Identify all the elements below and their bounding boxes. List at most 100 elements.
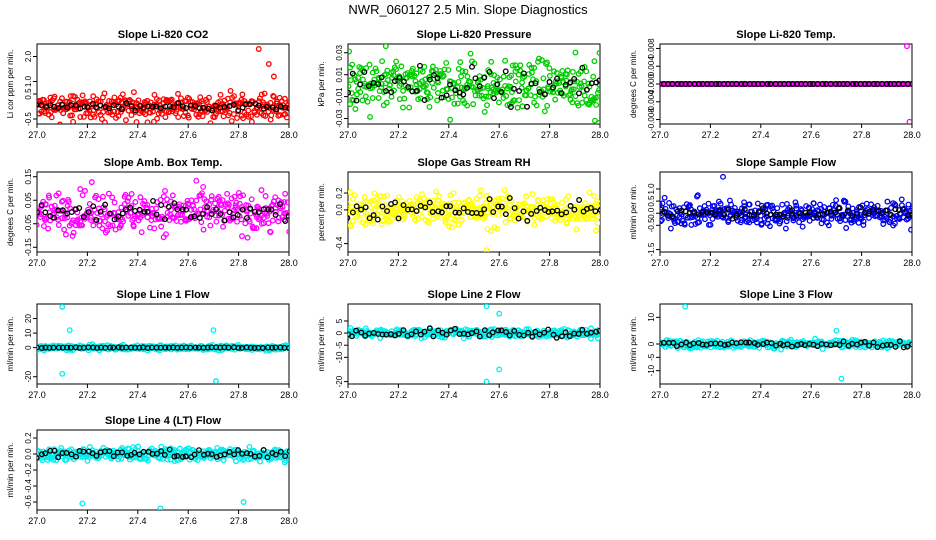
data-point-all: [483, 192, 490, 199]
data-point-all: [82, 187, 88, 194]
data-point-all: [488, 58, 495, 65]
data-point-mean: [400, 327, 407, 334]
data-point-mean: [358, 206, 364, 213]
data-point-all: [548, 215, 555, 221]
data-point-all: [401, 95, 408, 102]
data-point-mean: [417, 331, 424, 338]
data-point-mean: [870, 81, 877, 87]
y-tick-label: 0.5: [24, 88, 33, 100]
data-point-mean: [840, 81, 847, 87]
x-tick-label: 27.2: [702, 390, 720, 400]
data-point-all: [379, 58, 386, 65]
data-point-mean: [111, 216, 118, 223]
data-point-mean: [884, 341, 890, 348]
data-point-mean: [123, 100, 130, 107]
data-point-mean: [904, 343, 911, 350]
y-tick-label: -0.15: [24, 238, 33, 257]
data-point-all: [237, 193, 244, 200]
data-point-mean: [200, 104, 207, 111]
data-point-all: [434, 213, 441, 220]
data-point-mean: [375, 81, 382, 87]
data-point-mean: [579, 64, 586, 71]
data-point-mean: [669, 81, 676, 87]
x-tick-label: 27.4: [440, 130, 458, 140]
data-point-outlier: [212, 378, 219, 384]
data-point-mean: [515, 215, 522, 222]
data-point-all: [470, 101, 477, 108]
data-point-all: [246, 443, 253, 450]
data-point-outlier: [210, 327, 217, 334]
data-point-mean: [348, 215, 351, 221]
data-point-mean: [110, 453, 117, 460]
data-point-mean: [349, 70, 356, 77]
x-tick-label: 27.6: [802, 258, 820, 268]
data-point-all: [570, 86, 577, 93]
data-point-mean: [269, 344, 275, 351]
x-tick-label: 27.6: [802, 390, 820, 400]
data-point-all: [707, 221, 714, 228]
data-point-all: [596, 204, 600, 211]
data-point-mean: [751, 212, 758, 218]
y-axis-label: kPa per min.: [317, 62, 326, 107]
data-point-mean: [90, 203, 97, 210]
data-point-mean: [231, 451, 238, 458]
data-point-all: [225, 201, 232, 208]
data-point-all: [728, 201, 734, 208]
y-tick-label: -0.5: [647, 218, 656, 232]
data-point-mean: [456, 209, 463, 216]
data-point-all: [221, 207, 228, 214]
data-point-mean: [836, 342, 843, 349]
data-point-mean: [136, 206, 143, 213]
data-point-mean: [170, 104, 177, 111]
data-point-all: [575, 102, 582, 109]
data-point-all: [434, 97, 441, 104]
y-axis-label: degrees C per min.: [6, 178, 15, 246]
data-point-mean: [721, 211, 728, 218]
data-point-mean: [883, 81, 890, 87]
data-point-all: [442, 216, 449, 223]
x-tick-label: 28.0: [591, 130, 609, 140]
data-point-all: [176, 445, 183, 452]
data-point-mean: [807, 81, 813, 87]
data-point-all: [203, 198, 210, 205]
data-point-all: [245, 113, 252, 120]
data-point-all: [46, 194, 53, 201]
data-point-all: [549, 196, 556, 203]
data-point-all: [694, 192, 701, 199]
data-point-all: [98, 116, 105, 123]
data-point-all: [792, 199, 799, 206]
data-point-mean: [558, 333, 565, 340]
data-point-mean: [558, 90, 565, 97]
data-point-mean: [520, 70, 527, 77]
data-point-mean: [107, 344, 114, 351]
data-point-all: [387, 218, 394, 225]
data-point-all: [273, 454, 280, 461]
data-point-all: [175, 114, 182, 121]
data-point-mean: [486, 68, 493, 75]
data-point-mean: [64, 104, 71, 111]
data-point-all: [481, 108, 488, 115]
data-point-mean: [447, 203, 453, 210]
data-point-mean: [849, 81, 856, 87]
data-point-all: [819, 346, 826, 353]
data-point-mean: [571, 206, 578, 213]
data-point-mean: [510, 85, 517, 92]
data-point-mean: [379, 203, 386, 210]
data-point-outlier: [255, 46, 262, 52]
data-point-mean: [226, 209, 233, 216]
y-tick-label: 0: [335, 330, 344, 335]
data-point-all: [77, 114, 84, 120]
data-point-all: [496, 76, 503, 83]
data-point-mean: [579, 326, 586, 333]
data-point-mean: [89, 450, 96, 457]
data-point-mean: [370, 212, 377, 219]
data-point-mean: [97, 208, 104, 215]
data-point-all: [568, 86, 575, 93]
data-point-mean: [743, 339, 750, 346]
data-point-mean: [196, 447, 202, 454]
data-point-all: [248, 113, 254, 120]
data-point-mean: [366, 215, 373, 222]
plot-frame: [36, 43, 290, 125]
data-point-mean: [477, 210, 484, 217]
data-point-mean: [396, 74, 403, 81]
